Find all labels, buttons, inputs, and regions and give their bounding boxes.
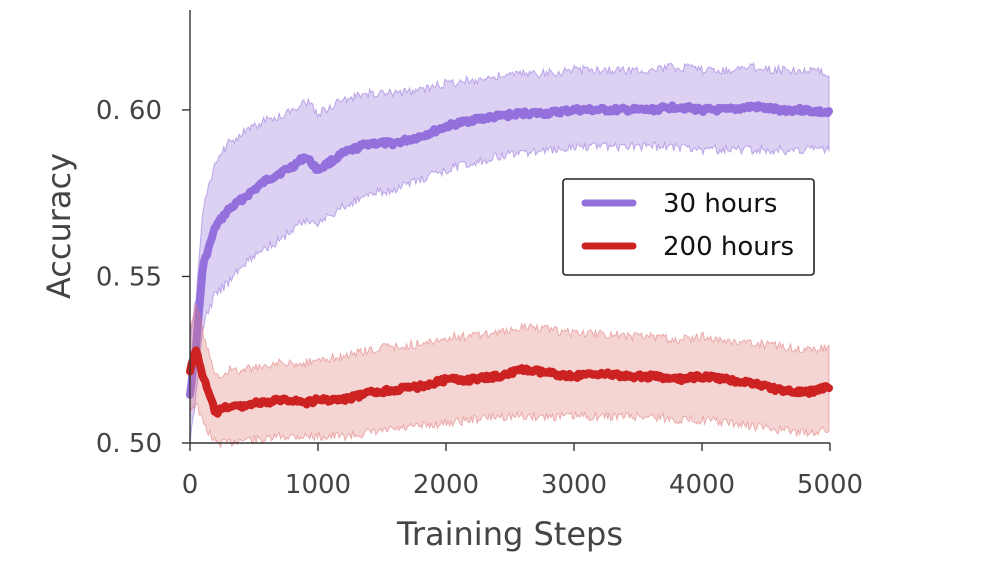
x-tick-label: 5000 bbox=[797, 470, 863, 500]
legend-label-200-hours: 200 hours bbox=[663, 232, 794, 262]
legend: 30 hours 200 hours bbox=[562, 178, 815, 276]
y-tick-label: 0. 50 bbox=[96, 429, 162, 459]
x-tick-label: 0 bbox=[182, 470, 199, 500]
plot-area bbox=[186, 61, 833, 449]
y-tick-label: 0. 60 bbox=[96, 96, 162, 126]
x-tick-label: 4000 bbox=[669, 470, 735, 500]
x-axis-title: Training Steps bbox=[396, 515, 623, 553]
y-axis-title: Accuracy bbox=[40, 153, 78, 299]
x-tick-label: 1000 bbox=[285, 470, 351, 500]
series-line-30-hours bbox=[186, 101, 833, 399]
x-tick-label: 3000 bbox=[541, 470, 607, 500]
x-tick-label: 2000 bbox=[413, 470, 479, 500]
y-tick-label: 0. 55 bbox=[96, 262, 162, 292]
legend-label-30-hours: 30 hours bbox=[663, 189, 777, 219]
series-line-200-hours bbox=[186, 346, 833, 418]
confidence-band-30-hours bbox=[189, 61, 830, 446]
x-axis-ticks: 0 1000 2000 3000 4000 5000 bbox=[182, 443, 863, 500]
y-axis-ticks: 0. 50 0. 55 0. 60 bbox=[96, 96, 190, 459]
